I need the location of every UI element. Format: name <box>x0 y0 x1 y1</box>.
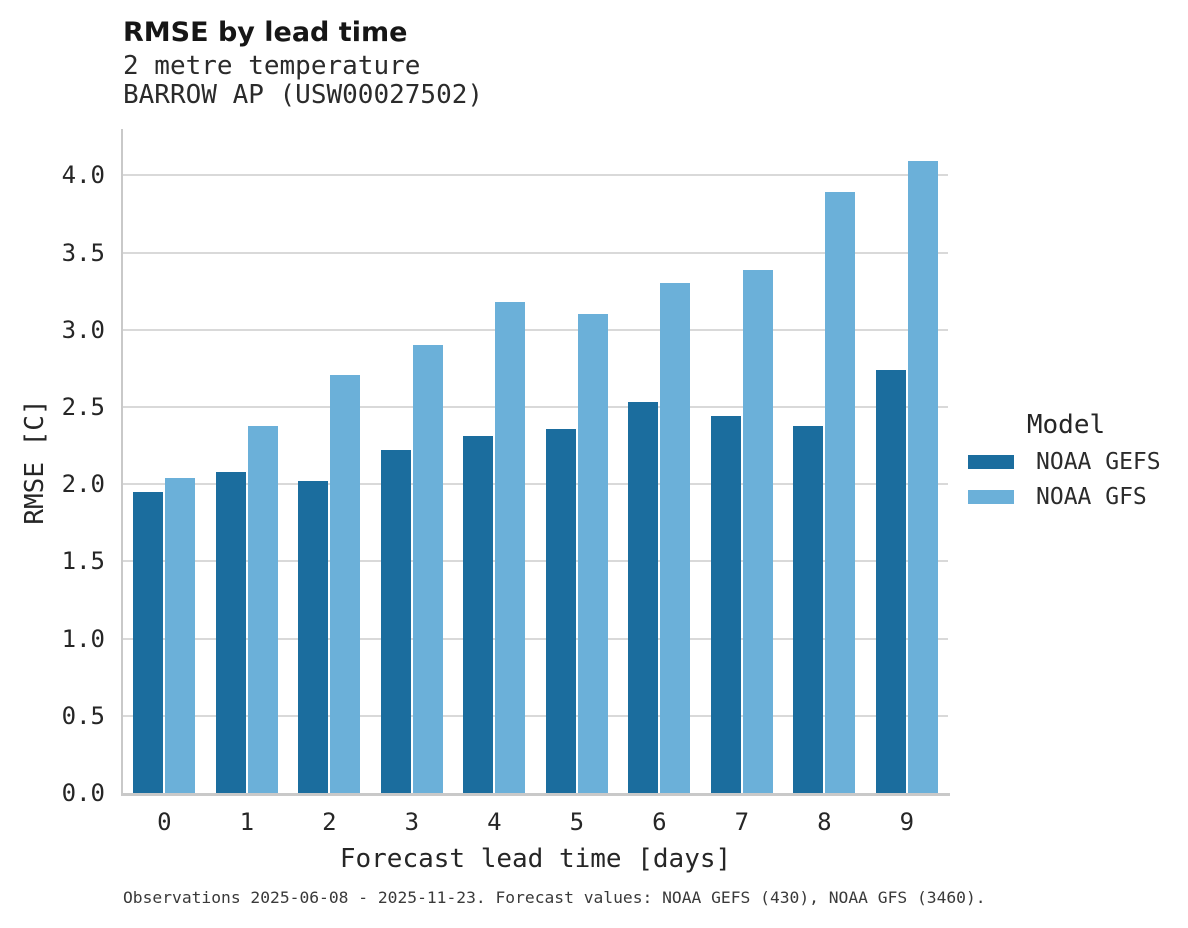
x-tick-label-0: 0 <box>157 808 172 836</box>
x-tick-label-9: 9 <box>899 808 915 836</box>
legend-label: NOAA GFS <box>1036 484 1147 510</box>
legend-item-noaa-gfs: NOAA GFS <box>968 484 1164 510</box>
y-axis-spine <box>121 129 123 796</box>
x-axis-label: Forecast lead time [days] <box>339 844 732 874</box>
gridline-y-1.0 <box>123 637 948 640</box>
legend-label: NOAA GEFS <box>1036 449 1161 475</box>
gridline-y-2.0 <box>123 483 948 486</box>
bar-noaa-gefs-lead-8 <box>793 425 824 793</box>
chart-subtitle-variable: 2 metre temperature <box>123 51 421 81</box>
legend-title: Model <box>1026 410 1106 440</box>
bar-noaa-gfs-lead-6 <box>660 283 691 793</box>
x-tick-label-5: 5 <box>569 808 585 836</box>
gridline-y-4.0 <box>123 174 948 177</box>
bar-noaa-gefs-lead-7 <box>710 416 741 793</box>
legend-item-noaa-gefs: NOAA GEFS <box>968 449 1164 475</box>
y-tick-label-2.5: 2.5 <box>61 393 105 421</box>
plot-area: 0.0 0.5 1.0 1.5 2.0 2.5 3.0 3.5 4.0 0 1 2 3 4 5 6 7 8 9 <box>62 129 950 836</box>
bar-noaa-gefs-lead-5 <box>545 428 576 793</box>
bar-noaa-gfs-lead-4 <box>495 301 526 793</box>
x-tick-label-2: 2 <box>322 808 337 836</box>
x-tick-label-3: 3 <box>404 808 420 836</box>
y-tick-label-3.5: 3.5 <box>61 238 105 267</box>
bar-noaa-gefs-lead-9 <box>875 369 906 793</box>
chart-caption: Observations 2025-06-08 - 2025-11-23. Fo… <box>123 888 986 907</box>
x-tick-label-4: 4 <box>487 808 502 836</box>
gridline-y-1.5 <box>123 560 948 563</box>
y-tick-label-1.0: 1.0 <box>61 624 105 653</box>
gridline-y-3.0 <box>123 328 948 331</box>
bar-noaa-gfs-lead-7 <box>742 269 773 793</box>
chart-title: RMSE by lead time <box>123 17 408 48</box>
bar-noaa-gefs-lead-1 <box>215 471 246 793</box>
gridline-y-2.5 <box>123 406 948 408</box>
legend: Model NOAA GEFS NOAA GFS <box>968 410 1164 521</box>
x-tick-label-8: 8 <box>817 808 832 836</box>
bar-noaa-gfs-lead-0 <box>165 478 196 793</box>
gridline-y-3.5 <box>123 251 948 254</box>
bar-noaa-gefs-lead-0 <box>133 491 164 793</box>
x-tick-label-6: 6 <box>652 808 667 836</box>
y-tick-label-0.5: 0.5 <box>61 701 105 730</box>
bar-noaa-gfs-lead-2 <box>330 374 361 793</box>
bar-noaa-gfs-lead-8 <box>825 192 856 793</box>
legend-swatch-noaa-gfs <box>968 490 1014 504</box>
bar-noaa-gefs-lead-2 <box>298 481 329 793</box>
bar-noaa-gefs-lead-6 <box>628 402 659 793</box>
legend-swatch-noaa-gefs <box>968 455 1014 469</box>
y-tick-label-1.5: 1.5 <box>61 547 105 576</box>
gridline-y-0.5 <box>123 714 948 717</box>
bar-noaa-gfs-lead-3 <box>412 345 443 793</box>
y-tick-label-3.0: 3.0 <box>61 315 105 344</box>
bar-noaa-gfs-lead-5 <box>577 314 608 793</box>
x-axis-spine <box>121 793 950 796</box>
x-tick-label-7: 7 <box>734 808 750 836</box>
x-tick-label-1: 1 <box>239 808 255 836</box>
bar-noaa-gfs-lead-1 <box>247 425 278 793</box>
y-tick-label-4.0: 4.0 <box>61 161 105 190</box>
y-tick-label-2.0: 2.0 <box>61 470 105 499</box>
bar-noaa-gefs-lead-4 <box>463 436 494 793</box>
bar-noaa-gefs-lead-3 <box>380 450 411 793</box>
bar-noaa-gfs-lead-9 <box>907 161 938 793</box>
chart-subtitle-station: BARROW AP (USW00027502) <box>123 80 484 110</box>
y-tick-label-0.0: 0.0 <box>61 779 105 807</box>
